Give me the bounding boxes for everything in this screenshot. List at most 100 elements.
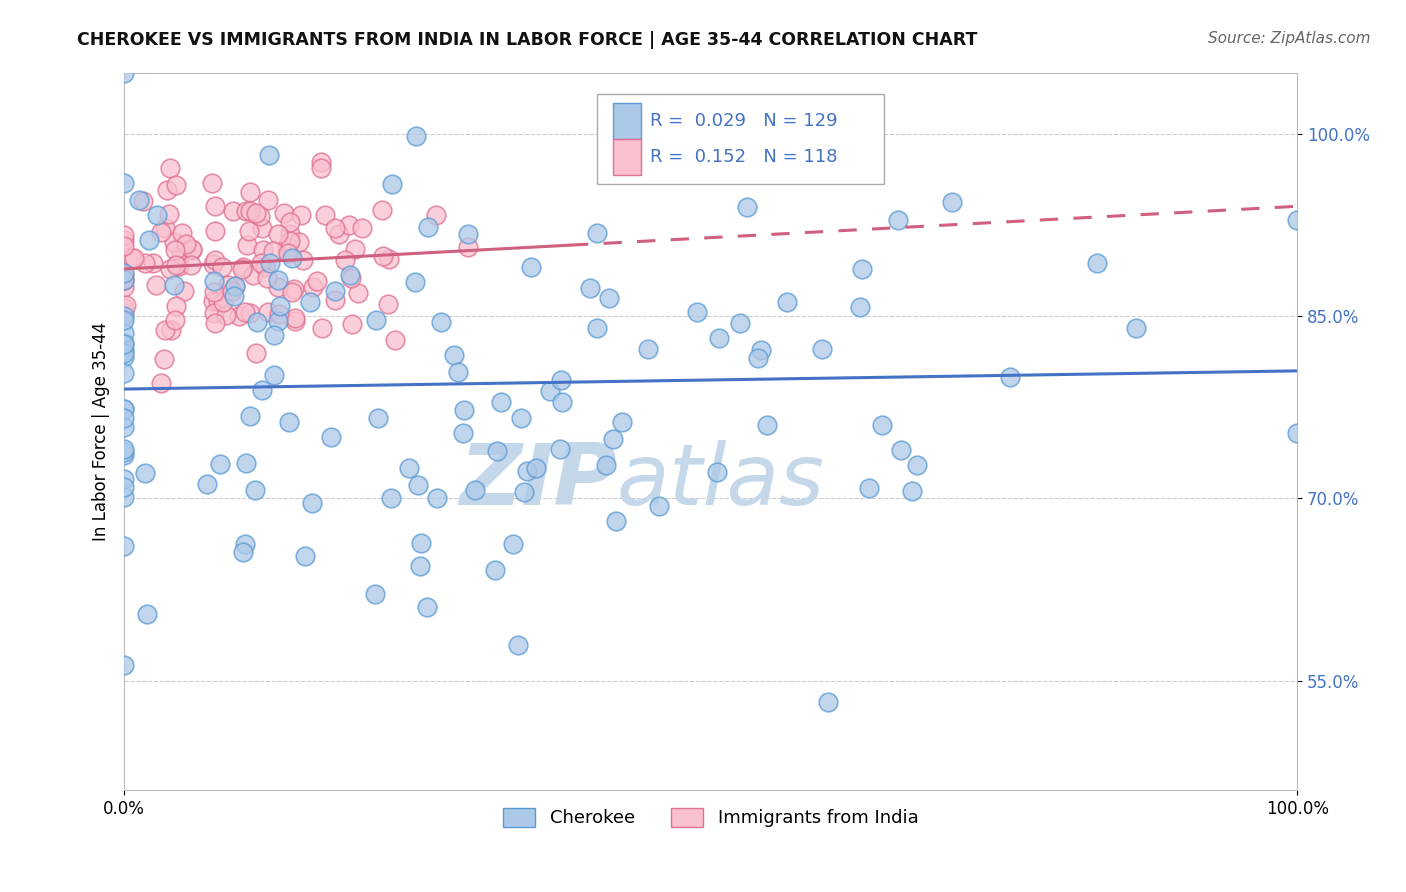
Point: [405, 128, 427, 143]
Point: [443, 348, 465, 362]
Point: [337, 218, 360, 232]
Point: [333, 253, 356, 268]
Point: [425, 208, 447, 222]
Point: [730, 316, 752, 330]
Point: [344, 242, 367, 256]
Point: [173, 284, 195, 298]
Point: [112, 239, 135, 253]
Point: [1000, 370, 1022, 384]
Point: [551, 395, 574, 409]
Point: [245, 206, 267, 220]
Point: [905, 458, 928, 472]
Point: [302, 279, 325, 293]
Point: [242, 268, 264, 282]
Point: [257, 305, 280, 319]
Text: Source: ZipAtlas.com: Source: ZipAtlas.com: [1208, 31, 1371, 46]
Point: [323, 220, 346, 235]
Point: [446, 365, 468, 379]
Point: [232, 545, 254, 559]
Point: [208, 457, 231, 471]
Point: [153, 323, 176, 337]
Point: [409, 559, 432, 574]
Point: [747, 351, 769, 366]
Point: [595, 458, 617, 472]
Point: [221, 284, 243, 298]
Point: [321, 429, 343, 443]
Point: [156, 183, 179, 197]
Point: [211, 260, 233, 274]
Point: [211, 295, 233, 310]
Point: [112, 472, 135, 486]
Point: [201, 176, 224, 190]
Point: [340, 271, 363, 285]
Point: [222, 204, 245, 219]
Point: [516, 464, 538, 478]
Point: [371, 203, 394, 218]
Point: [366, 313, 388, 327]
FancyBboxPatch shape: [613, 103, 641, 139]
Point: [267, 227, 290, 241]
Point: [280, 251, 302, 265]
Point: [202, 274, 225, 288]
Point: [870, 418, 893, 433]
Point: [245, 346, 267, 360]
Point: [887, 213, 910, 227]
Point: [112, 272, 135, 286]
Point: [486, 444, 509, 458]
Point: [273, 206, 295, 220]
Point: [524, 461, 547, 475]
Point: [160, 323, 183, 337]
Point: [398, 460, 420, 475]
Point: [204, 316, 226, 330]
Point: [371, 249, 394, 263]
Point: [112, 346, 135, 360]
Point: [418, 220, 440, 235]
Point: [202, 293, 225, 308]
Point: [112, 420, 135, 434]
Point: [224, 278, 246, 293]
Y-axis label: In Labor Force | Age 35-44: In Labor Force | Age 35-44: [93, 322, 110, 541]
Point: [586, 321, 609, 335]
Point: [112, 326, 135, 340]
Point: [136, 607, 159, 621]
Point: [228, 309, 250, 323]
Point: [112, 343, 135, 357]
Point: [491, 395, 513, 409]
Point: [112, 306, 135, 320]
Point: [162, 235, 184, 249]
Point: [112, 336, 135, 351]
Point: [686, 305, 709, 319]
Text: ZIP: ZIP: [460, 440, 617, 523]
Point: [112, 280, 135, 294]
Point: [311, 161, 333, 175]
Point: [112, 366, 135, 380]
Point: [112, 266, 135, 280]
Point: [755, 417, 778, 432]
Point: [112, 540, 135, 554]
Point: [637, 342, 659, 356]
Point: [538, 384, 561, 399]
Point: [157, 207, 180, 221]
Point: [890, 442, 912, 457]
Point: [278, 235, 301, 249]
Point: [1286, 213, 1309, 227]
Point: [201, 256, 224, 270]
Point: [548, 442, 571, 456]
Point: [299, 295, 322, 310]
Point: [174, 237, 197, 252]
Point: [112, 301, 135, 315]
Point: [165, 178, 187, 193]
Point: [259, 256, 281, 270]
Point: [1286, 426, 1309, 441]
Point: [250, 256, 273, 270]
Point: [263, 368, 285, 382]
Point: [457, 240, 479, 254]
Point: [121, 251, 143, 265]
Point: [207, 294, 229, 309]
Text: R =  0.152   N = 118: R = 0.152 N = 118: [650, 148, 837, 166]
Point: [817, 695, 839, 709]
Point: [267, 280, 290, 294]
Point: [810, 342, 832, 356]
Point: [281, 285, 304, 299]
Point: [776, 295, 799, 310]
